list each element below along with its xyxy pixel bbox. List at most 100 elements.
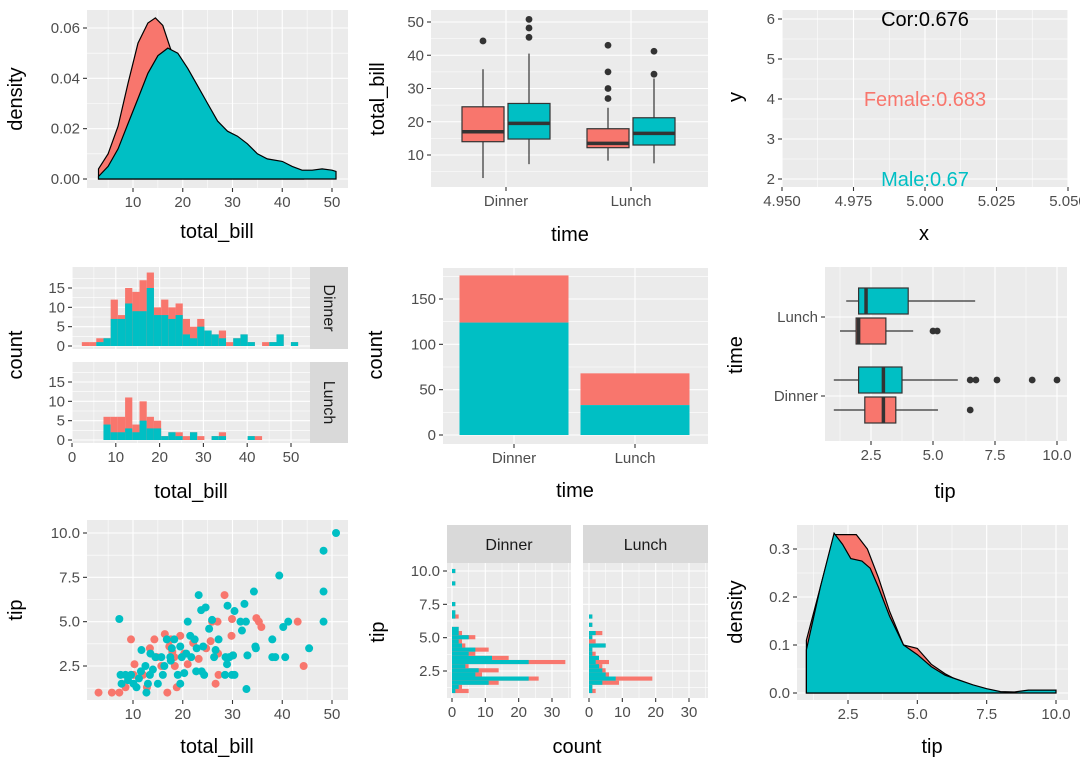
- histogram-bar: [452, 688, 456, 694]
- histogram-bar: [452, 639, 459, 644]
- histogram-bar: [218, 436, 227, 440]
- scatter-point: [192, 644, 201, 653]
- histogram-bar: [168, 432, 176, 440]
- histogram-bar: [452, 668, 479, 673]
- scatter-point: [199, 642, 208, 651]
- facet-strip-label: Lunch: [320, 381, 337, 425]
- panel-density-total-bill: 10 20 30 40 50 0.00 0.02 0.04 0.06 total_bill dens…: [5, 10, 348, 243]
- histogram-bar: [452, 602, 456, 607]
- histogram-bar: [262, 342, 270, 346]
- x-tick-label: 5.050: [1049, 193, 1080, 210]
- y-tick-label: 0.00: [51, 171, 80, 188]
- scatter-point: [150, 635, 159, 644]
- y-axis-title: density: [725, 580, 747, 643]
- y-tick-label: 2.5: [419, 663, 440, 680]
- x-tick-label: 10.0: [1042, 447, 1071, 464]
- scatter-point: [194, 591, 203, 600]
- density-area-1: [97, 47, 337, 180]
- histogram-bar: [589, 664, 599, 669]
- y-tick-label: 10: [48, 393, 65, 410]
- panel-boxplot-total-bill-by-time: Dinner Lunch 10 20 30 40 50 time total_bill: [367, 10, 708, 246]
- scatter-point: [319, 617, 328, 626]
- scatter-point: [293, 617, 302, 626]
- y-tick-label: 0.1: [769, 637, 790, 654]
- bar-segment: [459, 275, 569, 323]
- x-tick-label: 4.975: [835, 193, 873, 210]
- histogram-bar: [146, 288, 154, 346]
- histogram-bar: [589, 643, 606, 648]
- x-tick-label: Lunch: [611, 193, 652, 210]
- x-tick-label: 4.950: [763, 193, 801, 210]
- histogram-bar: [146, 428, 154, 440]
- histogram-bar: [452, 614, 456, 619]
- x-tick-label: 10: [125, 194, 142, 211]
- y-tick-label: Dinner: [774, 388, 818, 405]
- outlier-point: [525, 24, 533, 32]
- outlier-point: [604, 68, 612, 76]
- histogram-bar: [452, 647, 476, 652]
- histogram-bar: [103, 338, 111, 346]
- scatter-point: [228, 670, 237, 679]
- x-axis-title: time: [551, 224, 589, 246]
- scatter-point: [319, 546, 328, 555]
- histogram-bar: [589, 672, 606, 677]
- x-tick-label: 50: [324, 194, 341, 211]
- histogram-bar: [175, 315, 183, 346]
- bar-segment: [580, 373, 690, 406]
- histogram-bar: [218, 338, 227, 346]
- histogram-bar: [452, 688, 469, 694]
- histogram-bar: [247, 342, 255, 346]
- histogram-bar: [589, 655, 599, 660]
- histogram-bar: [452, 651, 469, 656]
- histogram-bar: [189, 326, 198, 346]
- y-axis-title: time: [725, 336, 747, 374]
- scatter-point: [221, 670, 230, 679]
- panel-bar-count-by-time: Dinner Lunch 0 50 100 150 time count: [365, 268, 708, 502]
- scatter-point: [134, 674, 143, 683]
- box-body: [855, 317, 887, 345]
- histogram-bar: [452, 684, 459, 689]
- scatter-point: [130, 660, 139, 669]
- scatter-point: [197, 667, 206, 676]
- scatter-point: [271, 653, 280, 662]
- histogram-bar: [452, 635, 469, 640]
- scatter-point: [279, 622, 288, 631]
- y-axis-title: density: [5, 67, 27, 130]
- histogram-bar: [589, 659, 609, 665]
- histogram-bar: [589, 622, 593, 627]
- histogram-bar: [589, 651, 596, 656]
- histogram-bar: [290, 342, 299, 346]
- y-tick-label: Lunch: [777, 309, 818, 326]
- scatter-point: [170, 635, 179, 644]
- histogram-bar: [589, 676, 653, 681]
- x-axis-title: total_bill: [180, 736, 253, 758]
- histogram-bar: [197, 436, 205, 440]
- histogram-bar: [117, 432, 126, 440]
- histogram-bar: [254, 436, 263, 440]
- y-tick-label: 5.0: [59, 614, 80, 631]
- y-tick-label: 15: [48, 374, 65, 391]
- x-tick-label: 30: [544, 704, 561, 721]
- histogram-bar: [452, 631, 459, 636]
- histogram-bar: [247, 436, 255, 440]
- y-tick-label: 40: [407, 47, 424, 64]
- y-tick-label: 0.02: [51, 121, 80, 138]
- outlier-point: [479, 37, 487, 45]
- scatter-point: [137, 646, 146, 655]
- y-tick-label: 10: [48, 299, 65, 316]
- x-axis-title: time: [556, 480, 594, 502]
- scatter-point: [243, 651, 252, 660]
- scatter-point: [214, 635, 223, 644]
- histogram-bar: [452, 568, 456, 574]
- panel-histogram-total-bill-by-time: 0 5 10 15 Dinner 0 10 20 30 40 50 0 5 10 15 Lunch total_…: [5, 267, 348, 503]
- scatter-point: [162, 635, 171, 644]
- y-tick-label: 5: [57, 413, 65, 430]
- x-tick-label: 50: [283, 449, 300, 466]
- scatter-point: [268, 635, 277, 644]
- histogram-bar: [153, 428, 162, 440]
- scatter-point: [194, 654, 203, 663]
- x-axis-title: total_bill: [180, 221, 253, 243]
- histogram-bar: [89, 342, 97, 346]
- histogram-bar: [452, 659, 529, 665]
- scatter-point: [275, 571, 284, 580]
